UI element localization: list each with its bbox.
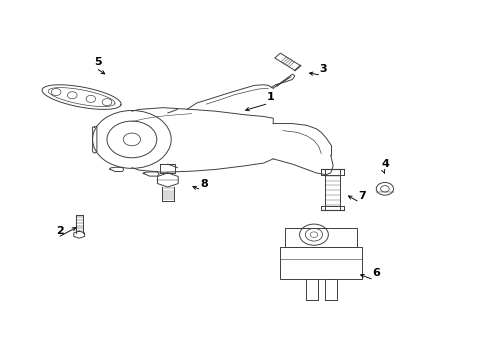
Text: 8: 8 bbox=[200, 179, 207, 189]
Text: 3: 3 bbox=[319, 64, 326, 74]
Text: 5: 5 bbox=[94, 57, 102, 67]
Text: 2: 2 bbox=[56, 226, 64, 236]
Text: 6: 6 bbox=[371, 269, 380, 279]
Text: 7: 7 bbox=[357, 191, 365, 201]
Text: 1: 1 bbox=[266, 92, 274, 102]
Text: 4: 4 bbox=[381, 159, 389, 169]
